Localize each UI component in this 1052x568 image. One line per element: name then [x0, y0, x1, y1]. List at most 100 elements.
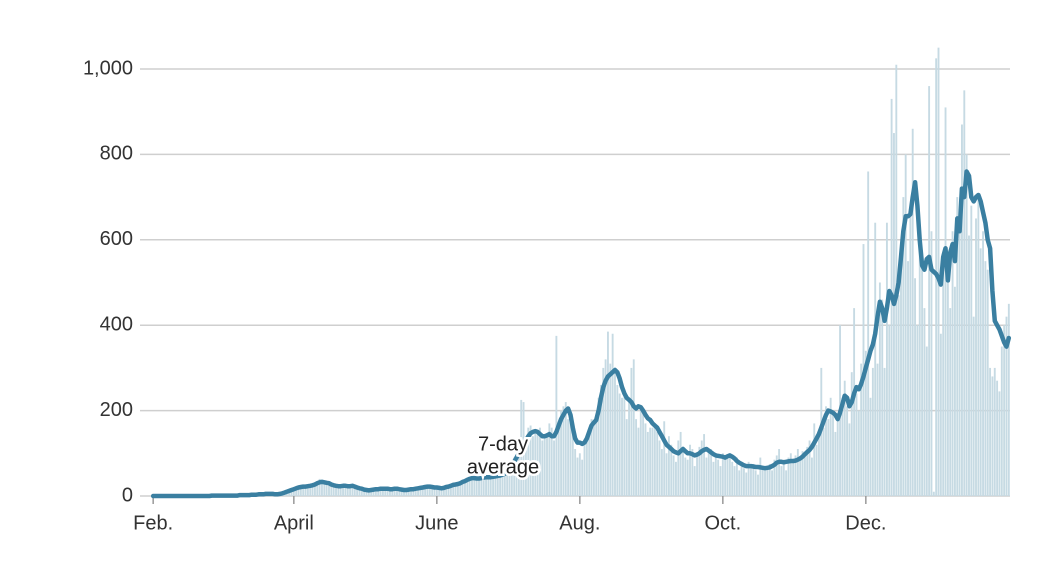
bar — [682, 451, 684, 496]
bar — [517, 449, 520, 496]
bar — [295, 487, 298, 496]
bar — [492, 474, 495, 496]
bar — [592, 423, 595, 496]
bar — [602, 367, 605, 496]
bar — [834, 431, 837, 496]
bar — [923, 308, 926, 496]
bar — [349, 485, 352, 496]
bar — [576, 457, 579, 496]
bar — [745, 472, 748, 496]
bar — [459, 484, 462, 496]
bar — [553, 440, 555, 496]
bar — [548, 423, 551, 496]
bar — [539, 427, 541, 496]
bar — [679, 431, 682, 496]
bar — [557, 427, 560, 496]
bar — [344, 486, 347, 496]
bar — [944, 107, 947, 497]
bar — [529, 425, 532, 496]
bar — [311, 483, 314, 496]
bar — [351, 484, 354, 496]
bar — [597, 397, 600, 496]
bar — [773, 459, 776, 496]
bar — [1000, 346, 1003, 496]
y-tick-label: 600 — [100, 228, 133, 250]
bar — [642, 412, 645, 496]
bar — [447, 487, 450, 496]
bar — [895, 64, 898, 496]
bar — [883, 367, 886, 496]
bar — [367, 489, 370, 496]
bar — [721, 453, 724, 496]
bar — [818, 431, 820, 496]
bar — [775, 455, 778, 496]
bar — [925, 346, 928, 496]
bar — [599, 384, 602, 496]
bar — [808, 440, 811, 496]
bar — [869, 397, 872, 496]
bar — [719, 466, 722, 496]
bar — [850, 372, 853, 496]
bar — [705, 457, 708, 496]
bar — [541, 440, 544, 496]
bar — [888, 325, 891, 496]
bar — [489, 478, 492, 496]
bar — [407, 488, 410, 496]
bar — [501, 475, 504, 496]
bar — [836, 414, 839, 496]
bar — [464, 479, 466, 496]
bar — [302, 485, 305, 496]
bar — [686, 459, 689, 496]
bar — [644, 423, 647, 496]
bar — [639, 410, 642, 496]
bar — [360, 488, 363, 496]
x-tick-label: Dec. — [845, 512, 886, 534]
bar — [703, 434, 706, 496]
bar — [506, 471, 509, 496]
bar — [386, 487, 389, 496]
bar — [656, 431, 659, 496]
bar — [335, 484, 337, 496]
bar — [803, 453, 806, 496]
bar — [374, 488, 377, 496]
bar — [693, 466, 696, 496]
bar — [822, 427, 825, 496]
bar — [313, 486, 316, 496]
bar — [431, 487, 434, 496]
bar — [747, 461, 750, 496]
bar — [611, 333, 614, 496]
bar — [414, 487, 417, 496]
bar — [635, 419, 638, 496]
bar — [1005, 316, 1008, 496]
bar — [961, 124, 963, 496]
bar — [733, 466, 736, 496]
bar — [956, 197, 959, 496]
bar — [663, 421, 666, 496]
bar — [796, 449, 799, 496]
bar — [393, 488, 396, 496]
bar — [660, 449, 663, 496]
bar — [510, 468, 513, 496]
bar — [370, 489, 373, 496]
bar — [604, 359, 607, 496]
bar — [442, 487, 445, 496]
bar — [864, 350, 867, 496]
bar — [754, 470, 757, 496]
bar — [764, 470, 766, 496]
bar — [907, 261, 909, 496]
bar — [403, 490, 405, 496]
bar — [653, 423, 656, 496]
bar — [726, 455, 729, 496]
bar — [496, 475, 499, 496]
bar — [391, 488, 394, 496]
bar — [658, 440, 661, 496]
bar — [534, 429, 537, 496]
average-line — [150, 169, 1012, 499]
bar — [609, 363, 612, 496]
bar — [353, 488, 356, 496]
bar — [304, 488, 307, 496]
bar — [290, 489, 293, 496]
bar — [421, 485, 424, 496]
bar — [332, 486, 335, 496]
